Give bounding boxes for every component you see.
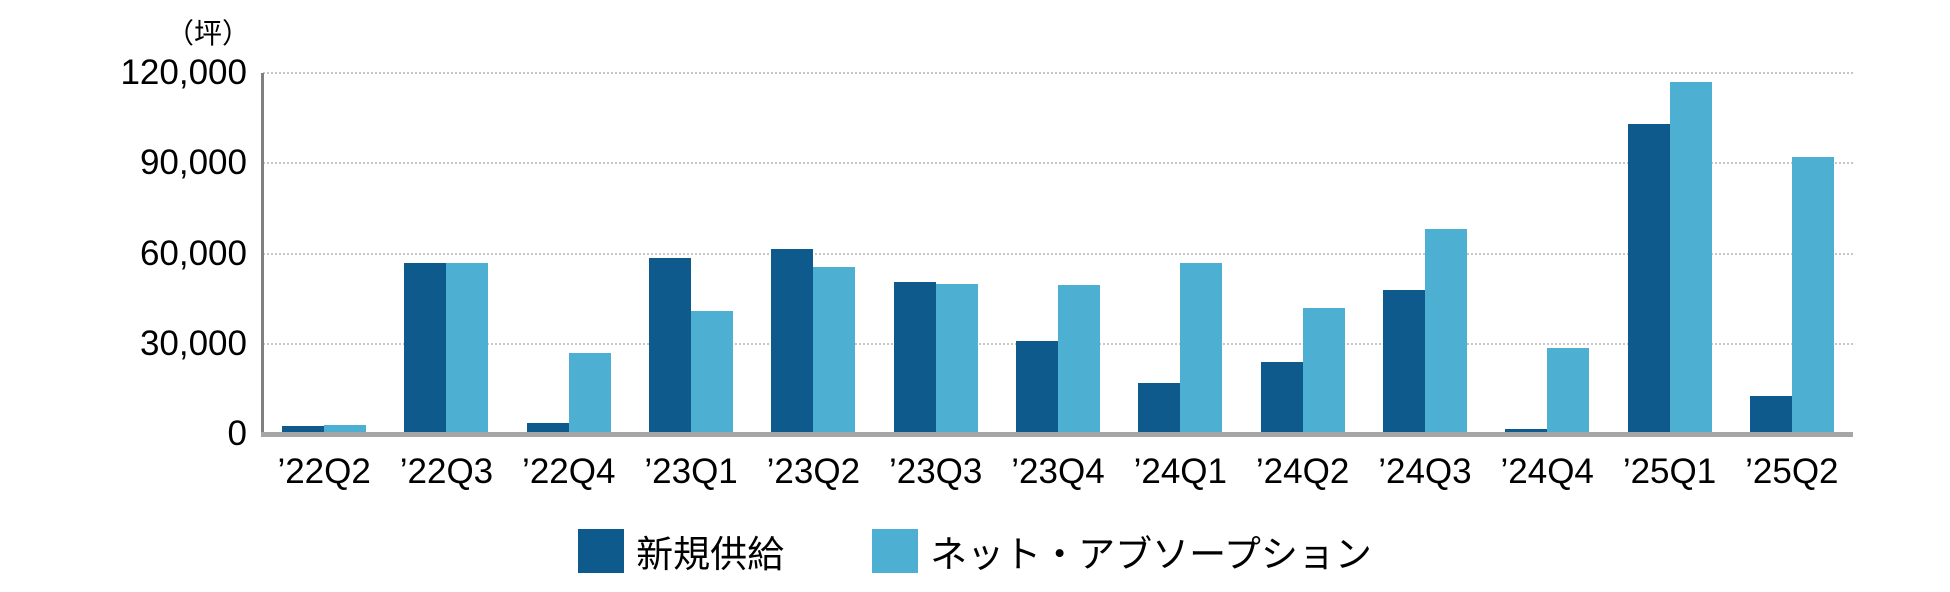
y-tick-label-0: 0 [227, 414, 247, 453]
x-tick-label-8: ’24Q1 [1133, 452, 1227, 491]
bar-new-supply-7 [1016, 340, 1058, 434]
bar-new-supply-10 [1382, 289, 1425, 434]
bar-net-absorption-13 [1791, 157, 1834, 434]
bar-new-supply-12 [1627, 124, 1670, 434]
bar-net-absorption-7 [1058, 285, 1100, 434]
x-tick-label-10: ’24Q3 [1378, 452, 1472, 491]
legend-swatch-new-supply [578, 529, 625, 573]
x-tick-label-13: ’25Q2 [1745, 452, 1839, 491]
bar-new-supply-4 [649, 258, 692, 434]
bar-net-absorption-1 [324, 424, 367, 434]
x-tick-label-6: ’23Q3 [888, 452, 983, 491]
x-tick-label-4: ’23Q1 [644, 452, 738, 491]
bar-net-absorption-3 [568, 352, 611, 434]
bar-new-supply-9 [1260, 361, 1303, 434]
bar-new-supply-1 [282, 426, 325, 434]
gridline-60000 [263, 252, 1853, 255]
bar-new-supply-11 [1505, 429, 1548, 434]
legend-item-net-absorption: ネット・アブソープション [872, 524, 1372, 578]
bar-new-supply-8 [1138, 382, 1181, 434]
bar-net-absorption-12 [1669, 82, 1712, 434]
bar-new-supply-3 [526, 423, 569, 434]
x-tick-label-1: ’22Q2 [277, 452, 371, 491]
x-tick-label-11: ’24Q4 [1500, 452, 1594, 491]
legend: 新規供給 ネット・アブソープション [0, 524, 1950, 578]
bar-new-supply-6 [893, 282, 936, 434]
gridline-90000 [263, 162, 1853, 165]
bar-net-absorption-5 [813, 267, 856, 434]
gridline-120000 [263, 72, 1853, 74]
x-tick-label-2: ’22Q3 [399, 452, 494, 491]
bar-net-absorption-4 [691, 310, 734, 434]
legend-item-new-supply: 新規供給 [578, 524, 784, 578]
x-tick-label-5: ’23Q2 [766, 452, 861, 491]
x-tick-label-9: ’24Q2 [1255, 452, 1350, 491]
x-tick-label-12: ’25Q1 [1622, 452, 1717, 491]
legend-swatch-net-absorption [872, 529, 919, 573]
x-axis-line [261, 432, 1853, 437]
bar-net-absorption-11 [1547, 348, 1590, 434]
bar-new-supply-13 [1749, 396, 1792, 434]
y-tick-label-90000: 90,000 [139, 143, 247, 183]
y-tick-label-30000: 30,000 [139, 323, 247, 363]
legend-label-new-supply: 新規供給 [636, 534, 785, 575]
legend-label-net-absorption: ネット・アブソープション [930, 534, 1372, 575]
y-tick-label-120000: 120,000 [120, 53, 247, 92]
bar-net-absorption-8 [1180, 262, 1223, 434]
y-tick-label-60000: 60,000 [139, 233, 247, 273]
bar-new-supply-5 [771, 248, 814, 434]
y-axis-line [261, 73, 264, 436]
bar-new-supply-2 [404, 262, 447, 434]
bar-net-absorption-6 [935, 283, 978, 434]
y-axis-unit-label: （坪） [165, 18, 250, 49]
x-tick-label-3: ’22Q4 [522, 452, 616, 491]
bar-net-absorption-2 [446, 262, 489, 434]
bar-net-absorption-9 [1302, 307, 1345, 434]
x-tick-label-7: ’23Q4 [1011, 452, 1105, 491]
bar-net-absorption-10 [1424, 229, 1467, 434]
